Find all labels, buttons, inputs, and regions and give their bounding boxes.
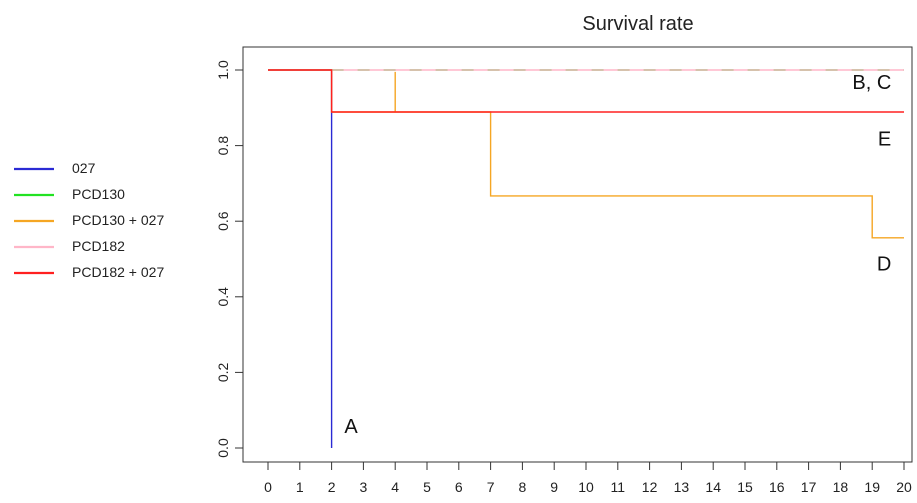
annotation-label-2: E — [878, 129, 891, 151]
x-tick-label: 17 — [801, 479, 817, 495]
annotation-label-0: A — [344, 416, 358, 438]
series-layer — [268, 69, 904, 448]
x-tick-label: 8 — [519, 479, 527, 495]
legend-label-2: PCD130 + 027 — [72, 212, 164, 228]
x-tick-label: 5 — [423, 479, 431, 495]
annotations: A B, C E D — [344, 72, 891, 438]
x-tick-label: 2 — [328, 479, 336, 495]
plot-area — [242, 46, 913, 463]
x-tick-label: 19 — [864, 479, 880, 495]
legend-label-1: PCD130 — [72, 186, 125, 202]
y-tick-label: 0.8 — [215, 136, 231, 156]
legend-label-0: 027 — [72, 160, 96, 176]
x-tick-label: 16 — [769, 479, 785, 495]
chart-title: Survival rate — [582, 13, 693, 35]
annotation-label-1: B, C — [852, 72, 891, 94]
series-line-0 — [268, 69, 333, 448]
x-tick-label: 9 — [550, 479, 558, 495]
x-tick-label: 15 — [737, 479, 753, 495]
x-tick-label: 0 — [264, 479, 272, 495]
series-line-2 — [268, 69, 904, 239]
x-tick-label: 12 — [642, 479, 658, 495]
legend-label-3: PCD182 — [72, 238, 125, 254]
x-tick-label: 1 — [296, 479, 304, 495]
x-tick-label: 10 — [578, 479, 594, 495]
x-tick-label: 18 — [833, 479, 849, 495]
x-tick-label: 13 — [674, 479, 690, 495]
y-tick-label: 0.6 — [215, 211, 231, 231]
x-tick-label: 4 — [391, 479, 399, 495]
annotation-label-3: D — [877, 253, 891, 275]
y-tick-label: 0.0 — [215, 438, 231, 458]
x-tick-label: 14 — [705, 479, 721, 495]
x-axis: 0 1 2 3 4 5 6 7 8 9 10 11 12 13 14 15 16 17 18 19 20 — [264, 462, 912, 495]
y-tick-label: 1.0 — [215, 60, 231, 80]
x-tick-label: 20 — [896, 479, 912, 495]
y-tick-label: 0.4 — [215, 287, 231, 307]
legend-label-4: PCD182 + 027 — [72, 264, 164, 280]
plot-frame — [242, 46, 913, 463]
x-tick-label: 7 — [487, 479, 495, 495]
x-tick-label: 6 — [455, 479, 463, 495]
x-tick-label: 11 — [611, 479, 626, 495]
y-tick-label: 0.2 — [215, 362, 231, 382]
series-line-4 — [268, 69, 904, 113]
legend: 027 PCD130 PCD130 + 027 PCD182 PCD182 + 027 — [14, 160, 164, 280]
y-axis: 0.0 0.2 0.4 0.6 0.8 1.0 — [215, 60, 243, 458]
x-tick-label: 3 — [360, 479, 368, 495]
